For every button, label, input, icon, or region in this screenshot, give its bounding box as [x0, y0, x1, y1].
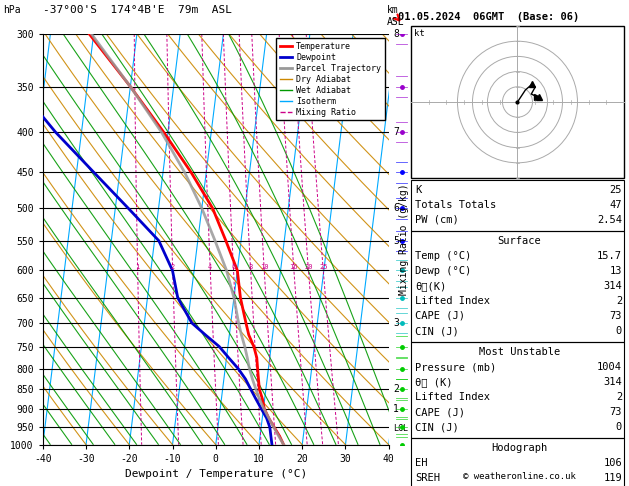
Text: 5: 5 — [393, 236, 399, 246]
Bar — [411, 180, 624, 231]
Text: Mixing Ratio (g/kg): Mixing Ratio (g/kg) — [399, 184, 409, 295]
Text: © weatheronline.co.uk: © weatheronline.co.uk — [463, 472, 576, 481]
Text: CIN (J): CIN (J) — [415, 422, 459, 432]
Text: Surface: Surface — [498, 236, 542, 246]
Text: 314: 314 — [603, 377, 622, 387]
Text: Pressure (mb): Pressure (mb) — [415, 362, 496, 372]
Text: 119: 119 — [603, 473, 622, 483]
Text: Hodograph: Hodograph — [491, 443, 548, 453]
Legend: Temperature, Dewpoint, Parcel Trajectory, Dry Adiabat, Wet Adiabat, Isotherm, Mi: Temperature, Dewpoint, Parcel Trajectory… — [276, 38, 384, 121]
Text: ASL: ASL — [387, 17, 404, 27]
Text: Temp (°C): Temp (°C) — [415, 251, 471, 261]
Text: PW (cm): PW (cm) — [415, 215, 459, 225]
Text: 2.54: 2.54 — [597, 215, 622, 225]
Text: 47: 47 — [610, 200, 622, 210]
Text: 6: 6 — [393, 203, 399, 213]
Text: 8: 8 — [393, 29, 399, 39]
Text: 4: 4 — [208, 264, 213, 270]
Text: 15.7: 15.7 — [597, 251, 622, 261]
Bar — [411, 438, 624, 486]
Text: 13: 13 — [610, 266, 622, 276]
Text: 73: 73 — [610, 311, 622, 321]
Text: 1004: 1004 — [597, 362, 622, 372]
Text: EH: EH — [415, 458, 427, 468]
Text: 10: 10 — [260, 264, 269, 270]
Text: kt: kt — [414, 29, 425, 38]
Text: θᴇ(K): θᴇ(K) — [415, 281, 446, 291]
Text: 2: 2 — [170, 264, 175, 270]
Text: 8: 8 — [248, 264, 253, 270]
X-axis label: Dewpoint / Temperature (°C): Dewpoint / Temperature (°C) — [125, 469, 307, 479]
Text: 0: 0 — [616, 326, 622, 336]
Text: 01.05.2024  06GMT  (Base: 06): 01.05.2024 06GMT (Base: 06) — [398, 12, 579, 22]
Text: Lifted Index: Lifted Index — [415, 296, 490, 306]
Text: 314: 314 — [603, 281, 622, 291]
Text: 20: 20 — [304, 264, 313, 270]
Text: 1: 1 — [135, 264, 140, 270]
Text: 106: 106 — [603, 458, 622, 468]
Text: 2: 2 — [616, 392, 622, 402]
Text: km: km — [387, 5, 399, 15]
Text: LCL: LCL — [393, 424, 408, 434]
Text: 0: 0 — [616, 422, 622, 432]
Bar — [411, 26, 624, 178]
Text: CIN (J): CIN (J) — [415, 326, 459, 336]
Text: 3: 3 — [393, 318, 399, 328]
Text: 16: 16 — [290, 264, 298, 270]
Text: hPa: hPa — [3, 5, 21, 15]
Bar — [411, 342, 624, 438]
Text: SREH: SREH — [415, 473, 440, 483]
Text: CAPE (J): CAPE (J) — [415, 311, 465, 321]
Text: 25: 25 — [610, 185, 622, 195]
Text: Totals Totals: Totals Totals — [415, 200, 496, 210]
Text: K: K — [415, 185, 421, 195]
Text: Most Unstable: Most Unstable — [479, 347, 560, 357]
Bar — [411, 231, 624, 342]
Text: CAPE (J): CAPE (J) — [415, 407, 465, 417]
Text: 2: 2 — [393, 384, 399, 394]
Text: θᴇ (K): θᴇ (K) — [415, 377, 452, 387]
Text: 7: 7 — [393, 127, 399, 137]
Text: 25: 25 — [319, 264, 328, 270]
Text: -37°00'S  174°4B'E  79m  ASL: -37°00'S 174°4B'E 79m ASL — [43, 5, 231, 15]
Text: 1: 1 — [393, 404, 399, 414]
Text: 73: 73 — [610, 407, 622, 417]
Text: Lifted Index: Lifted Index — [415, 392, 490, 402]
Text: 6: 6 — [231, 264, 236, 270]
Text: Dewp (°C): Dewp (°C) — [415, 266, 471, 276]
Text: 2: 2 — [616, 296, 622, 306]
